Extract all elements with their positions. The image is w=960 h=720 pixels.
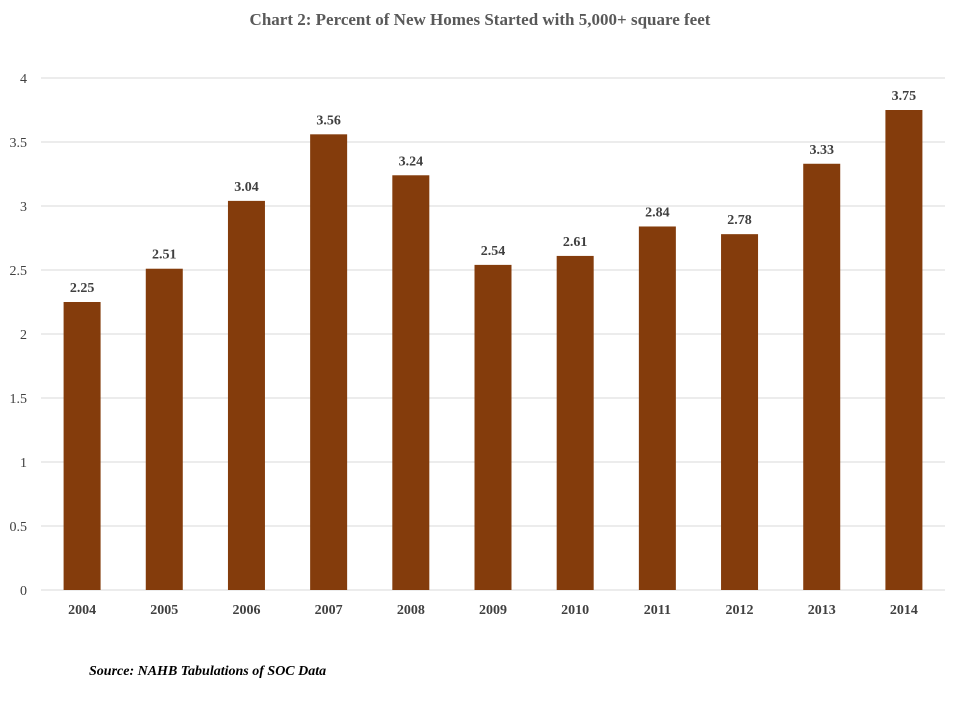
bar bbox=[392, 175, 430, 590]
bars bbox=[63, 110, 923, 591]
x-tick-label: 2006 bbox=[232, 603, 260, 618]
x-tick-label: 2009 bbox=[479, 603, 507, 618]
y-tick-label: 1 bbox=[20, 456, 27, 471]
bar bbox=[145, 268, 183, 590]
x-tick-label: 2012 bbox=[726, 603, 754, 618]
x-tick-label: 2013 bbox=[808, 603, 836, 618]
data-label: 2.84 bbox=[645, 205, 670, 220]
bar bbox=[638, 226, 676, 591]
bar bbox=[474, 264, 512, 590]
chart-title: Chart 2: Percent of New Homes Started wi… bbox=[249, 10, 711, 29]
x-tick-label: 2008 bbox=[397, 603, 425, 618]
data-label: 2.78 bbox=[727, 213, 752, 228]
x-tick-label: 2011 bbox=[644, 603, 671, 618]
y-tick-label: 2.5 bbox=[10, 264, 28, 279]
source-note: Source: NAHB Tabulations of SOC Data bbox=[89, 664, 327, 679]
y-tick-label: 3 bbox=[20, 200, 27, 215]
data-label: 3.24 bbox=[399, 154, 424, 169]
data-label: 3.56 bbox=[316, 113, 341, 128]
bar bbox=[63, 302, 101, 590]
data-label: 3.33 bbox=[809, 143, 834, 158]
y-tick-label: 0 bbox=[20, 584, 27, 599]
x-tick-label: 2007 bbox=[315, 603, 343, 618]
x-tick-label: 2004 bbox=[68, 603, 96, 618]
x-tick-label: 2005 bbox=[150, 603, 178, 618]
bar bbox=[227, 200, 265, 590]
x-axis-ticks: 2004 2005 2006 2007 2008 2009 2010 2011 2012 2013… bbox=[68, 603, 918, 618]
bar bbox=[556, 255, 594, 591]
data-label: 3.04 bbox=[234, 180, 259, 195]
x-tick-label: 2010 bbox=[561, 603, 589, 618]
y-tick-label: 0.5 bbox=[10, 520, 28, 535]
data-label: 2.51 bbox=[152, 248, 177, 263]
data-label: 2.61 bbox=[563, 235, 588, 250]
data-label: 2.25 bbox=[70, 281, 95, 296]
bar bbox=[721, 234, 759, 590]
data-label: 2.54 bbox=[481, 244, 506, 259]
y-tick-label: 3.5 bbox=[10, 136, 28, 151]
x-tick-label: 2014 bbox=[890, 603, 918, 618]
y-tick-label: 4 bbox=[20, 72, 27, 87]
bar bbox=[885, 110, 923, 590]
y-axis-ticks: 0 0.5 1 1.5 2 2.5 3 3.5 4 bbox=[10, 72, 28, 599]
y-tick-label: 1.5 bbox=[10, 392, 28, 407]
y-tick-label: 2 bbox=[20, 328, 27, 343]
bar bbox=[310, 134, 348, 590]
data-label: 3.75 bbox=[892, 89, 917, 104]
bar bbox=[803, 163, 841, 590]
data-labels: 2.25 2.51 3.04 3.56 3.24 2.54 2.61 2.84 2.78 3.33… bbox=[70, 89, 916, 296]
